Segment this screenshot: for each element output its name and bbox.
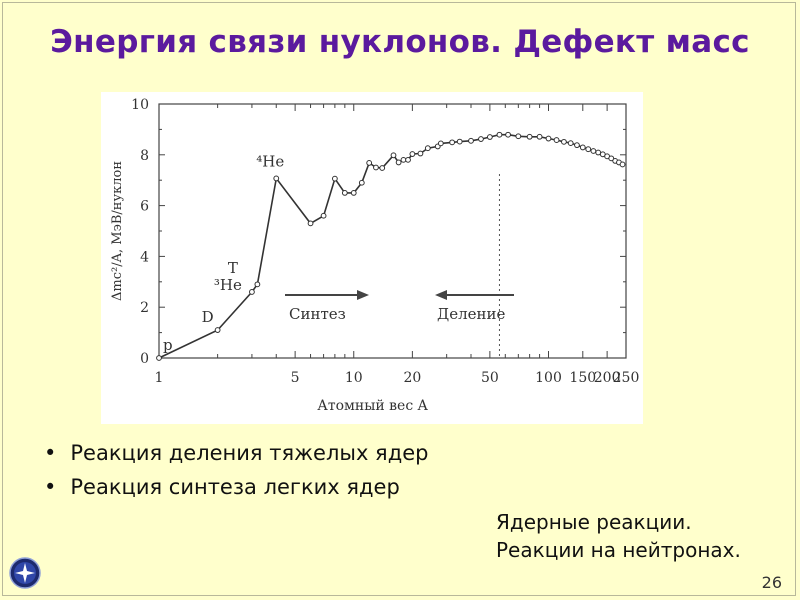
data-point (156, 355, 162, 361)
page-number: 26 (761, 573, 782, 592)
data-point (341, 190, 348, 196)
y-tick-label: 6 (140, 199, 149, 215)
fusion-arrow-label: Синтез (289, 305, 346, 323)
data-point (437, 140, 444, 147)
x-axis-label: Атомный вес A (317, 398, 428, 414)
nuclide-label: D (202, 308, 214, 326)
y-tick-label: 8 (140, 148, 149, 164)
slide-title: Энергия связи нуклонов. Дефект масс (50, 24, 750, 60)
data-point (526, 133, 533, 140)
data-point (350, 190, 357, 196)
data-point (424, 145, 431, 152)
nuclide-label: T (228, 259, 238, 277)
data-point (358, 179, 365, 186)
data-point (478, 136, 484, 142)
note-line-1: Ядерные реакции. (496, 510, 692, 534)
data-point (449, 139, 456, 146)
data-point (456, 138, 463, 145)
y-axis-label: Δmc²/A, МэВ/нуклон (110, 161, 125, 301)
x-tick-label: 20 (403, 370, 421, 386)
data-point (561, 138, 567, 145)
data-point (390, 152, 397, 159)
data-point (567, 140, 574, 147)
x-tick-label: 250 (613, 370, 640, 386)
data-point (496, 131, 503, 138)
chart-arrows: Синтез Деление (285, 290, 514, 323)
data-point (515, 133, 522, 140)
fission-arrow-head (435, 290, 447, 300)
nuclide-label: ⁴He (256, 152, 284, 170)
data-point (619, 161, 626, 168)
data-point (579, 144, 586, 151)
x-tick-label: 100 (535, 370, 562, 386)
y-tick-label: 10 (131, 97, 149, 113)
data-point (486, 134, 493, 140)
data-point (553, 137, 560, 143)
data-point (574, 142, 580, 149)
nuclide-label: ³He (214, 276, 242, 294)
data-point (379, 165, 386, 171)
data-point (273, 175, 280, 182)
nuclide-label: p (163, 336, 173, 354)
data-point (405, 156, 411, 163)
data-point (536, 133, 543, 140)
data-point (585, 146, 592, 153)
series-line (158, 133, 623, 359)
x-tick-label: 150 (569, 370, 596, 386)
chart-axis-labels: Атомный вес A Δmc²/A, МэВ/нуклон (110, 161, 429, 414)
data-point (545, 135, 552, 142)
data-point (417, 150, 424, 157)
bullet-list: Реакция деления тяжелых ядер Реакция син… (44, 436, 428, 504)
x-tick-label: 1 (155, 370, 164, 386)
data-point (249, 289, 255, 295)
x-tick-label: 10 (345, 370, 363, 386)
data-point (468, 137, 474, 144)
x-tick-label: 50 (481, 370, 499, 386)
data-point (608, 155, 615, 162)
bullet-fission: Реакция деления тяжелых ядер (44, 436, 428, 470)
note-block: Ядерные реакции. Реакции на нейтронах. (496, 508, 741, 564)
data-point (307, 220, 314, 227)
data-point (395, 159, 402, 166)
data-point (320, 212, 327, 219)
data-point (214, 327, 221, 333)
y-tick-label: 4 (140, 249, 149, 265)
y-tick-label: 2 (140, 300, 149, 316)
chart-series (156, 131, 626, 361)
y-tick-label: 0 (140, 351, 149, 367)
chart-panel: 0 2 4 6 8 10 1 5 10 20 50 100 150 200 250 Синтез Делени… (101, 92, 643, 424)
bullet-fusion: Реакция синтеза легких ядер (44, 470, 428, 504)
data-point (366, 160, 373, 166)
data-point (505, 131, 511, 138)
x-tick-label: 5 (291, 370, 300, 386)
note-line-2: Реакции на нейтронах. (496, 538, 741, 562)
fusion-arrow-head (357, 290, 369, 300)
data-point (373, 164, 379, 171)
data-point (254, 281, 261, 288)
fission-arrow-label: Деление (437, 305, 505, 323)
data-point (590, 148, 597, 154)
star-globe-icon (8, 556, 42, 590)
data-point (409, 151, 416, 157)
x-tick-label: 200 (594, 370, 621, 386)
data-point (331, 175, 338, 182)
